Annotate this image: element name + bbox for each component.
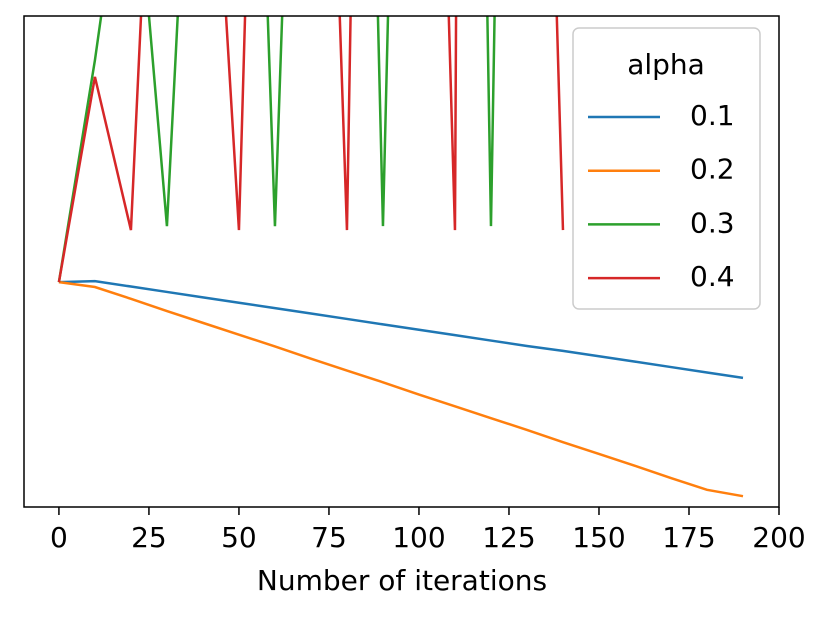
legend-label: 0.1: [690, 99, 735, 132]
x-tick-label: 75: [311, 521, 347, 554]
legend-label: 0.2: [690, 153, 735, 186]
x-tick-label: 175: [662, 521, 715, 554]
x-axis-label: Number of iterations: [257, 564, 547, 597]
series-line: [58, 280, 744, 498]
x-tick-label: 25: [131, 521, 167, 554]
legend-label: 0.3: [690, 206, 735, 239]
x-tick-label: 125: [482, 521, 535, 554]
legend-box: [572, 27, 761, 310]
x-tick-label: 0: [50, 521, 68, 554]
axes-frame: [23, 15, 780, 508]
x-tick-label: 50: [221, 521, 257, 554]
x-tick-label: 150: [572, 521, 625, 554]
x-tick-label: 200: [752, 521, 805, 554]
legend-title: alpha: [627, 48, 705, 81]
plot-area: [57, 16, 744, 498]
legend: alpha 0.1 0.2 0.3 0.4: [572, 27, 761, 310]
series-line: [58, 279, 744, 380]
x-tick-label: 100: [392, 521, 445, 554]
legend-label: 0.4: [690, 260, 735, 293]
